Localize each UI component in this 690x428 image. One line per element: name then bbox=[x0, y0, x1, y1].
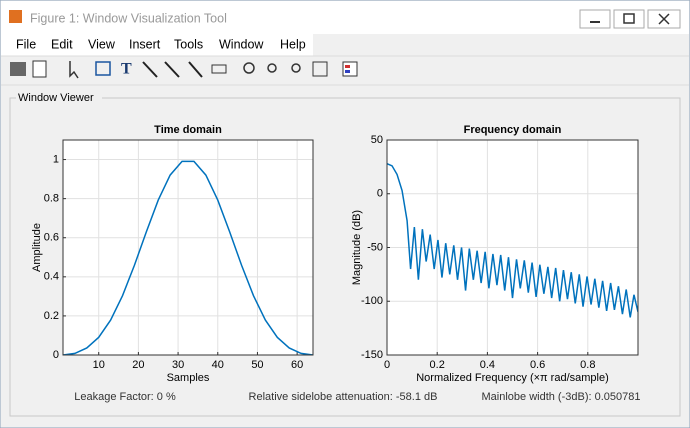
x-tick-label: 60 bbox=[291, 359, 303, 371]
y-tick-label: -100 bbox=[361, 295, 383, 307]
zoom-in-button[interactable] bbox=[243, 62, 255, 74]
x-tick-label: 0.2 bbox=[430, 359, 445, 371]
y-tick-label: 0.4 bbox=[44, 271, 59, 283]
x-tick-label: 0.4 bbox=[480, 359, 495, 371]
menu-bar bbox=[1, 34, 313, 56]
text-button[interactable]: T bbox=[121, 61, 132, 78]
maximize-glyph bbox=[623, 13, 635, 24]
y-tick-label: -150 bbox=[361, 349, 383, 361]
data-line bbox=[63, 160, 313, 355]
title-bar bbox=[1, 1, 689, 34]
menu-item[interactable]: Edit bbox=[51, 37, 73, 51]
axes-background bbox=[63, 140, 313, 355]
x-tick-label: 40 bbox=[212, 359, 224, 371]
y-tick-label: 0 bbox=[53, 349, 59, 361]
y-tick-label: 0.6 bbox=[44, 232, 59, 244]
fit-button[interactable] bbox=[312, 61, 328, 77]
menu-item[interactable]: View bbox=[88, 37, 116, 51]
footer-text: Relative sidelobe attenuation: -58.1 dB bbox=[249, 391, 438, 403]
legend-button[interactable] bbox=[342, 61, 358, 77]
axes-box bbox=[62, 139, 314, 356]
window-controls bbox=[579, 9, 681, 29]
y-axis-label: Amplitude bbox=[31, 223, 43, 272]
legend-icon-red bbox=[345, 65, 350, 68]
panel-title: Window Viewer bbox=[18, 92, 94, 104]
toolbar: T bbox=[10, 60, 358, 79]
menu-item[interactable]: Insert bbox=[129, 37, 161, 51]
panel-title-bg bbox=[16, 91, 102, 105]
y-tick-label: -50 bbox=[367, 241, 383, 253]
y-tick-label: 0.2 bbox=[44, 310, 59, 322]
menu-item[interactable]: Tools bbox=[174, 37, 203, 51]
y-tick-label: 0 bbox=[377, 188, 383, 200]
maximize-button[interactable] bbox=[613, 9, 645, 29]
x-axis-label: Normalized Frequency (×π rad/sample) bbox=[416, 372, 609, 384]
panel-frame bbox=[9, 97, 681, 417]
edit-plot-button[interactable] bbox=[69, 61, 79, 79]
chart-title: Frequency domain bbox=[464, 124, 562, 136]
data-line bbox=[387, 162, 638, 318]
app-icon bbox=[9, 10, 22, 23]
x-tick-label: 30 bbox=[172, 359, 184, 371]
charts: 10 20 30 40 50 60 0 0.2 0.4 0.6 0.8 1 Time domain Sam… bbox=[31, 124, 639, 384]
window-title: Figure 1: Window Visualization Tool bbox=[30, 11, 227, 25]
close-glyph bbox=[658, 13, 670, 25]
arrow-buttons[interactable] bbox=[142, 61, 203, 78]
menu-item[interactable]: Window bbox=[219, 37, 264, 51]
x-tick-label: 0 bbox=[384, 359, 390, 371]
axes-box bbox=[386, 139, 639, 356]
footer-text: Mainlobe width (-3dB): 0.050781 bbox=[482, 391, 641, 403]
minimize-button[interactable] bbox=[579, 9, 611, 29]
legend-icon-blue bbox=[345, 70, 350, 73]
menu: File Edit View Insert Tools Window Help bbox=[16, 37, 306, 51]
x-tick-label: 50 bbox=[251, 359, 263, 371]
data-cursor-button[interactable] bbox=[291, 63, 301, 73]
rectangle-button[interactable] bbox=[95, 61, 111, 76]
x-tick-label: 0.8 bbox=[580, 359, 595, 371]
y-tick-label: 0.8 bbox=[44, 193, 59, 205]
y-tick-label: 1 bbox=[53, 153, 59, 165]
x-tick-label: 10 bbox=[93, 359, 105, 371]
y-tick-label: 50 bbox=[371, 134, 383, 146]
menu-item[interactable]: Help bbox=[280, 37, 306, 51]
chart-title: Time domain bbox=[154, 124, 222, 136]
pin-button[interactable] bbox=[211, 64, 227, 74]
x-tick-label: 0.6 bbox=[530, 359, 545, 371]
menu-item[interactable]: File bbox=[16, 37, 36, 51]
print-button[interactable] bbox=[10, 62, 26, 76]
x-tick-label: 20 bbox=[132, 359, 144, 371]
footer-text: Leakage Factor: 0 % bbox=[74, 391, 176, 403]
x-axis-label: Samples bbox=[167, 372, 210, 384]
pan-button[interactable] bbox=[267, 63, 277, 73]
y-axis-label: Magnitude (dB) bbox=[351, 210, 363, 285]
print-preview-button[interactable] bbox=[32, 60, 47, 78]
